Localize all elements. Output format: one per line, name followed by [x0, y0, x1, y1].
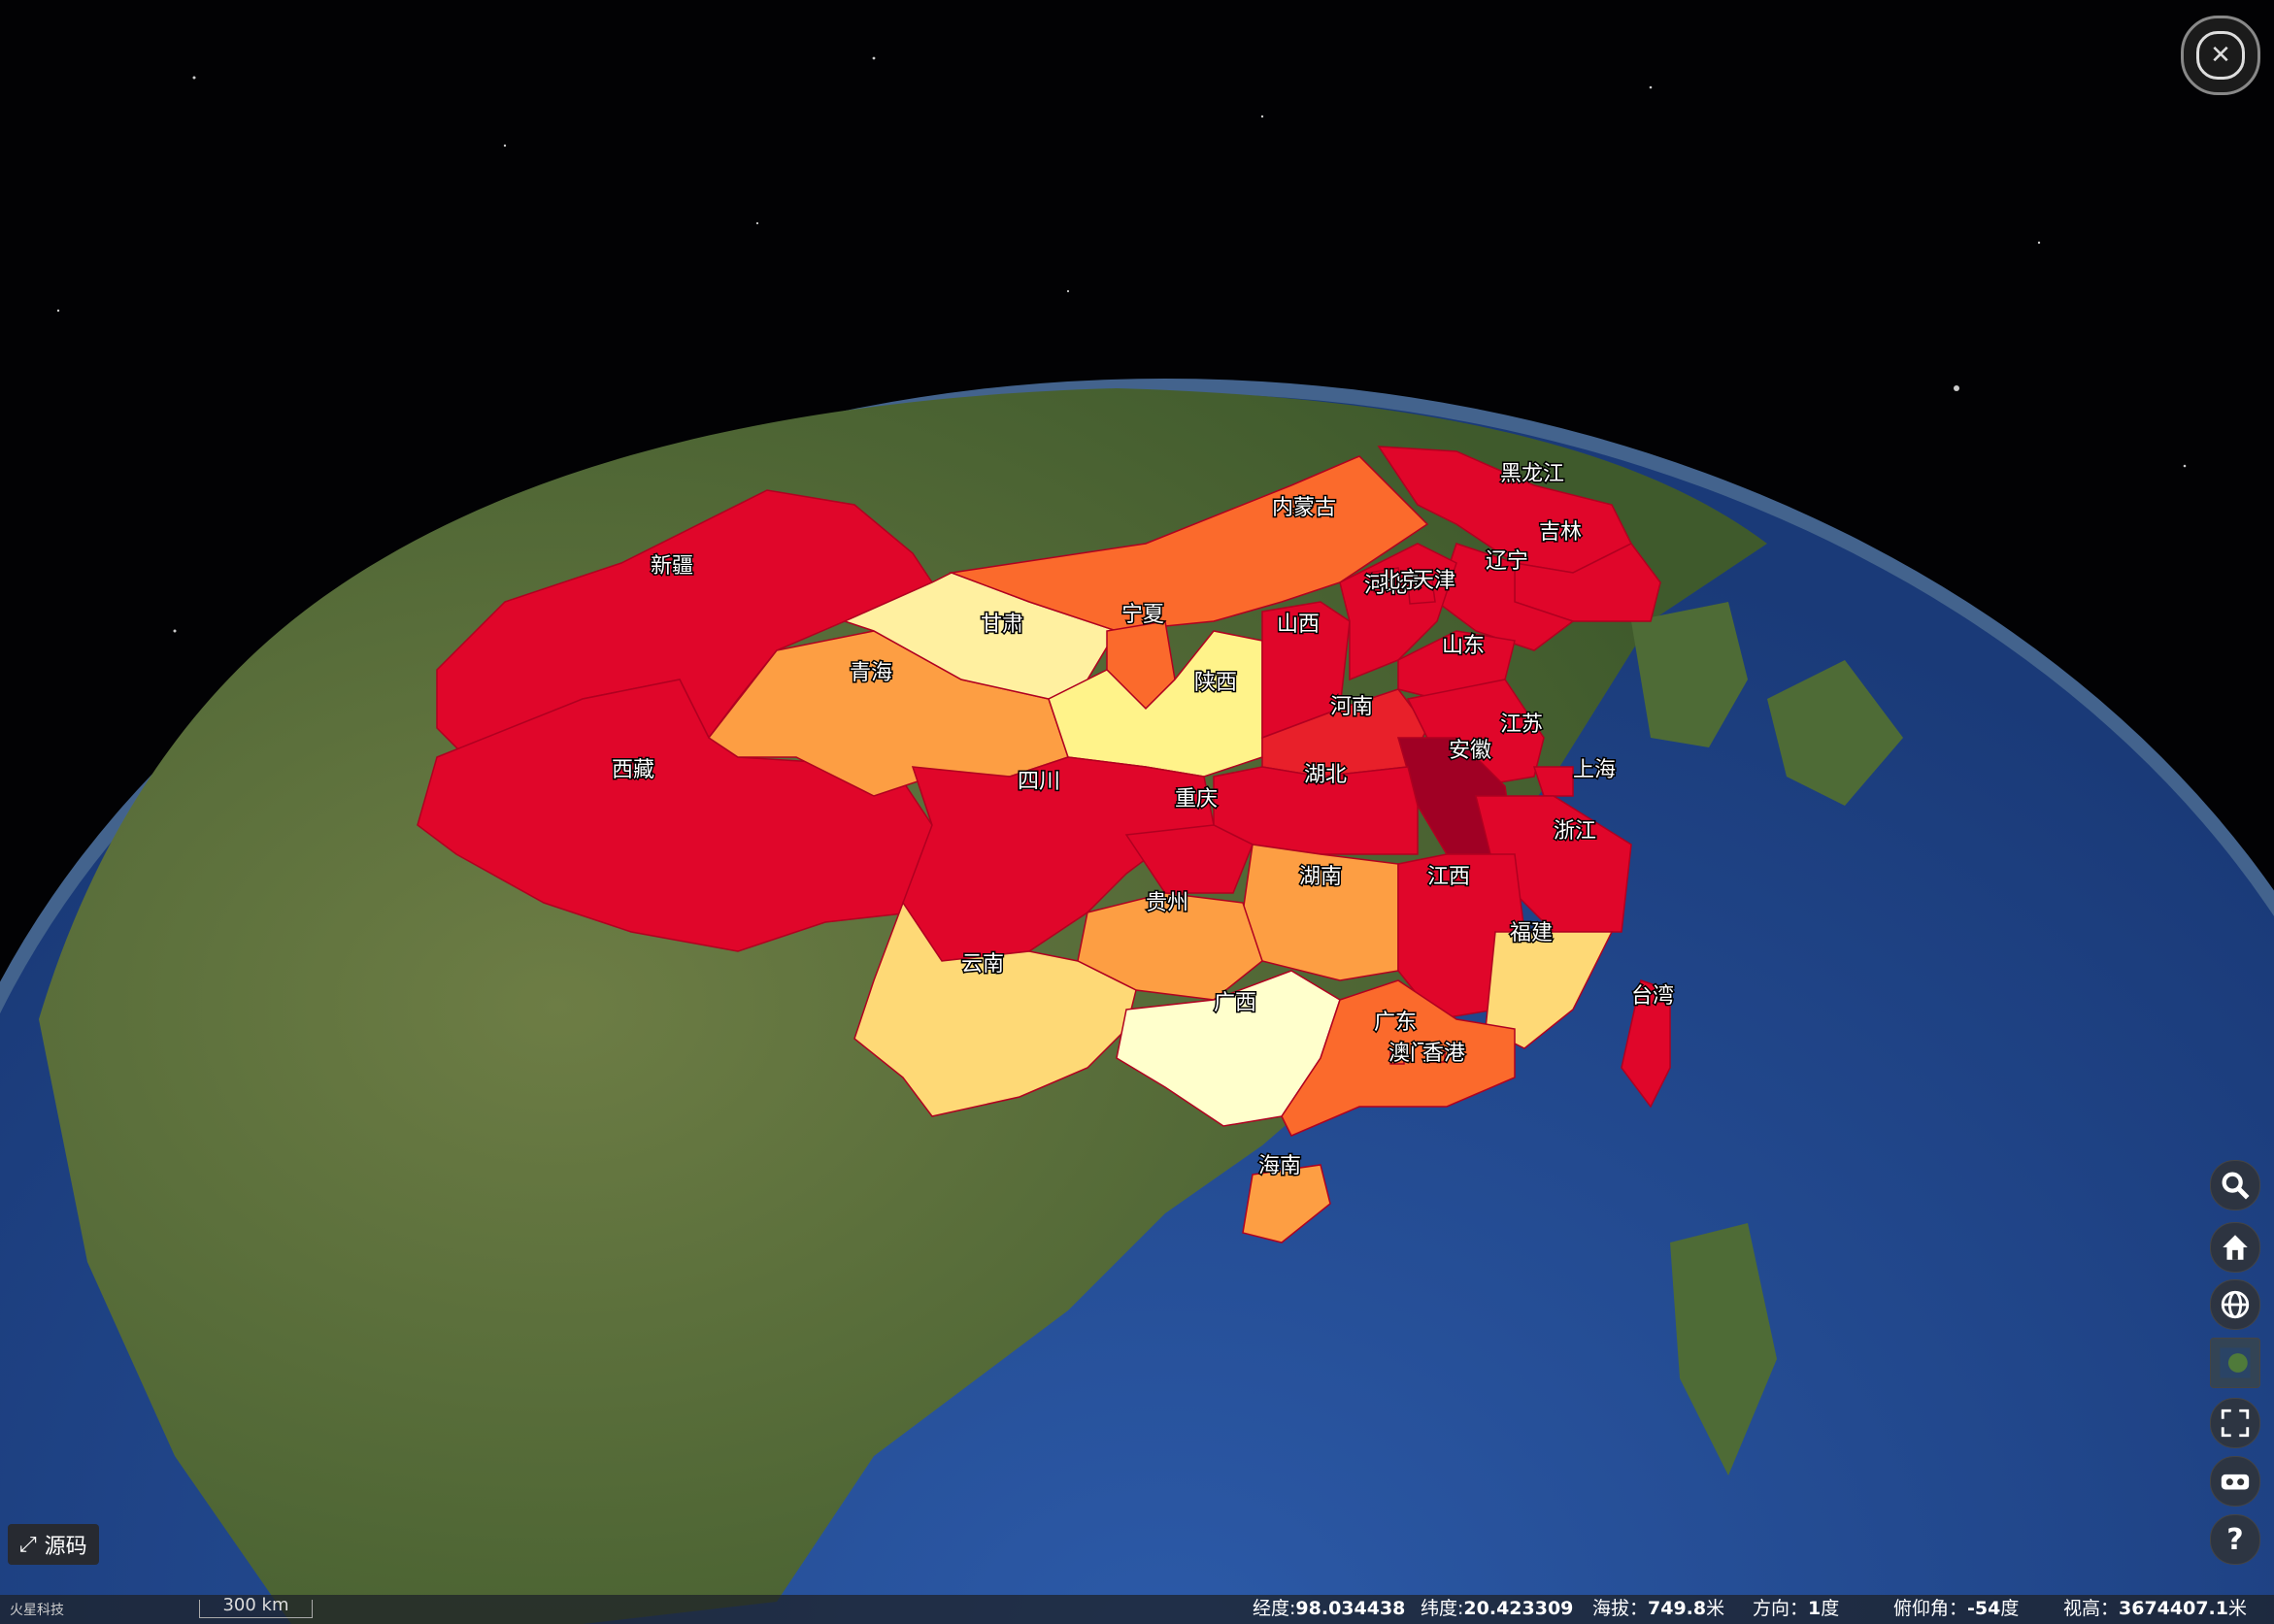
scale-bar: 300 km — [199, 1597, 313, 1618]
compass-icon: ✕ — [2196, 31, 2245, 80]
label-guizhou: 贵州 — [1146, 891, 1188, 915]
philippines-landmass — [1670, 1223, 1777, 1475]
label-macau: 澳门 — [1388, 1042, 1431, 1066]
vr-icon — [2221, 1474, 2250, 1490]
label-guangxi: 广西 — [1214, 991, 1256, 1015]
search-icon — [2222, 1172, 2250, 1200]
label-jilin: 吉林 — [1539, 520, 1582, 545]
globe-icon — [2221, 1290, 2250, 1319]
status-bar: 火星科技 300 km 经度:98.034438 纬度:20.423309 海拔… — [0, 1595, 2274, 1624]
latitude-readout: 纬度:20.423309 — [1421, 1598, 1574, 1619]
source-code-button[interactable]: ⤢ 源码 — [8, 1524, 99, 1565]
label-ningxia: 宁夏 — [1121, 603, 1164, 627]
province-layer — [417, 446, 1671, 1243]
fullscreen-button[interactable] — [2210, 1398, 2260, 1448]
stars — [56, 56, 2187, 633]
label-guangdong: 广东 — [1374, 1011, 1417, 1035]
globe-button[interactable] — [2210, 1279, 2260, 1330]
home-icon — [2223, 1235, 2248, 1260]
label-shaanxi: 陕西 — [1194, 671, 1237, 695]
label-jiangxi: 江西 — [1427, 865, 1470, 889]
basemap-icon — [2220, 1347, 2251, 1378]
label-fujian: 福建 — [1510, 921, 1553, 945]
label-shanghai: 上海 — [1573, 758, 1616, 782]
basemap-button[interactable] — [2210, 1338, 2260, 1388]
label-heilongjiang: 黑龙江 — [1500, 462, 1564, 486]
province-shanxi[interactable] — [1261, 601, 1351, 740]
province-shanghai[interactable] — [1532, 766, 1574, 797]
help-icon: ? — [2226, 1522, 2244, 1557]
label-hubei: 湖北 — [1304, 763, 1347, 787]
label-hunan: 湖南 — [1299, 865, 1342, 889]
label-qinghai: 青海 — [850, 661, 892, 685]
province-labels: 黑龙江 吉林 辽宁 内蒙古 新疆 西藏 青海 甘肃 宁夏 陕西 山西 河北 北京… — [611, 461, 1676, 1180]
label-tianjin: 天津 — [1413, 569, 1455, 593]
province-taiwan[interactable] — [1621, 979, 1671, 1109]
label-hainan: 海南 — [1258, 1154, 1301, 1178]
label-sichuan: 四川 — [1018, 770, 1060, 794]
label-shanxi: 山西 — [1277, 613, 1320, 637]
scale-label: 300 km — [222, 1595, 289, 1615]
label-hongkong: 香港 — [1422, 1042, 1465, 1066]
label-gansu: 甘肃 — [981, 613, 1023, 637]
province-beijing[interactable] — [1368, 567, 1404, 593]
label-xinjiang: 新疆 — [651, 554, 693, 579]
brand-logo: 火星科技 — [10, 1603, 64, 1618]
label-yunnan: 云南 — [961, 952, 1004, 977]
search-button[interactable] — [2210, 1160, 2260, 1210]
label-anhui: 安徽 — [1449, 739, 1491, 763]
view-height-readout: 视高：3674407.1米 — [2063, 1598, 2248, 1619]
longitude-readout: 经度:98.034438 — [1253, 1598, 1406, 1619]
label-inner-mongolia: 内蒙古 — [1272, 496, 1336, 520]
label-shandong: 山东 — [1442, 634, 1485, 658]
province-chongqing[interactable] — [1124, 824, 1254, 894]
province-hainan[interactable] — [1242, 1164, 1331, 1243]
label-henan: 河南 — [1330, 695, 1373, 719]
help-button[interactable]: ? — [2210, 1514, 2260, 1565]
label-zhejiang: 浙江 — [1554, 819, 1596, 844]
province-yunnan[interactable] — [853, 901, 1137, 1117]
heading-readout: 方向：1度 — [1753, 1598, 1840, 1619]
label-taiwan: 台湾 — [1631, 984, 1674, 1009]
pitch-readout: 俯仰角：-54度 — [1893, 1598, 2020, 1619]
province-gansu[interactable] — [842, 572, 1119, 700]
japan-landmass — [1767, 660, 1903, 806]
province-tianjin[interactable] — [1407, 580, 1436, 605]
label-beijing: 北京 — [1379, 569, 1421, 593]
province-liaoning[interactable] — [1436, 543, 1575, 651]
province-hebei[interactable] — [1339, 543, 1457, 681]
korea-landmass — [1631, 602, 1748, 747]
province-hongkong[interactable] — [1426, 1047, 1446, 1063]
label-liaoning: 辽宁 — [1486, 549, 1528, 574]
compass-control[interactable]: ✕ — [2181, 16, 2260, 95]
altitude-readout: 海拔：749.8米 — [1592, 1598, 1725, 1619]
label-hebei: 河北 — [1364, 574, 1407, 598]
province-macau[interactable] — [1389, 1049, 1405, 1065]
label-tibet: 西藏 — [612, 758, 654, 782]
label-jiangsu: 江苏 — [1500, 713, 1543, 737]
label-chongqing: 重庆 — [1175, 787, 1218, 812]
expand-icon: ⤢ — [19, 1532, 37, 1557]
source-label: 源码 — [44, 1535, 87, 1559]
fullscreen-icon — [2221, 1409, 2250, 1438]
vr-button[interactable] — [2210, 1456, 2260, 1507]
home-button[interactable] — [2210, 1222, 2260, 1273]
